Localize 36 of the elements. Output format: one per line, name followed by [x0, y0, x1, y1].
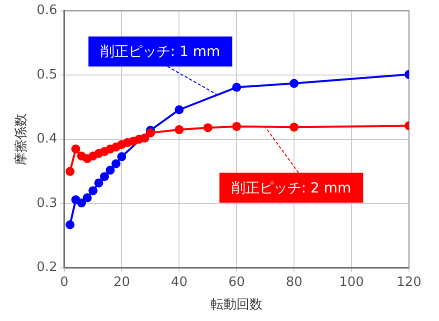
y-tick-label: 0.6: [36, 3, 58, 18]
point: [290, 78, 299, 88]
x-tick-label: 0: [60, 274, 68, 290]
point: [66, 220, 75, 230]
annotation: 削正ピッチ: 2 mm: [231, 180, 352, 196]
point: [88, 186, 98, 196]
x-tick-label: 40: [170, 274, 188, 290]
point: [66, 166, 75, 176]
point: [106, 166, 115, 175]
point: [71, 144, 80, 154]
point: [290, 122, 299, 132]
point: [140, 134, 150, 143]
x-tick-label: 20: [113, 274, 130, 290]
point: [77, 198, 86, 208]
point: [100, 172, 109, 182]
y-tick-label: 0.3: [36, 196, 58, 211]
point: [82, 193, 92, 202]
y-tick-label: 0.2: [36, 260, 58, 276]
y-tick-label: 0.5: [36, 67, 58, 82]
point: [174, 105, 184, 114]
x-axis-title: 転動回数: [210, 298, 263, 313]
point: [203, 123, 212, 132]
y-tick-label: 0.4: [36, 132, 58, 147]
point: [174, 125, 184, 134]
point: [111, 159, 120, 168]
annotation: 削正ピッチ: 1 mm: [100, 44, 220, 60]
point: [117, 152, 126, 162]
point: [232, 122, 242, 131]
y-axis-title: 摩擦係数: [14, 113, 30, 166]
x-tick-label: 120: [396, 274, 422, 290]
x-tick-label: 100: [339, 274, 364, 290]
point: [146, 128, 155, 138]
x-tick-label: 80: [286, 274, 302, 290]
point: [232, 82, 242, 92]
point: [94, 178, 104, 188]
x-tick-label: 60: [228, 274, 245, 290]
